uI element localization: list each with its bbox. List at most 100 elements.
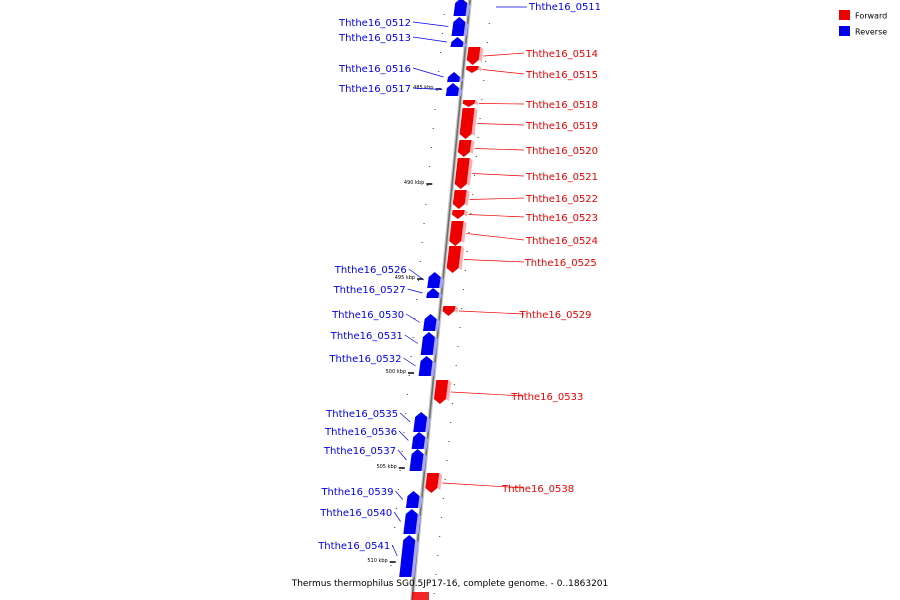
gene-shading [471, 108, 478, 136]
minor-tick [446, 460, 448, 461]
gene-shading [462, 42, 467, 47]
minor-tick [416, 299, 418, 300]
gene-label: Ththe16_0520 [525, 146, 598, 157]
minor-tick [390, 565, 392, 566]
gene-ththe16_0522[interactable]: Ththe16_0522 [452, 190, 598, 209]
scale-tick-label: 505 kbp [376, 464, 396, 470]
gene-shading [421, 454, 427, 471]
gene-leader-line [478, 103, 525, 105]
gene-block [451, 17, 466, 36]
minor-tick [461, 308, 463, 309]
gene-block [399, 535, 416, 577]
gene-shading [415, 514, 421, 534]
gene-label: Ththe16_0530 [331, 310, 404, 321]
gene-ththe16_0537[interactable]: Ththe16_0537 [323, 446, 427, 471]
gene-ththe16_0535[interactable]: Ththe16_0535 [325, 409, 431, 432]
minor-tick [459, 327, 461, 328]
gene-label: Ththe16_0523 [525, 213, 598, 224]
minor-tick [481, 99, 483, 100]
gene-ththe16_0531[interactable]: Ththe16_0531 [330, 331, 438, 355]
gene-leader-line [483, 52, 525, 57]
legend-reverse-swatch [839, 26, 850, 36]
gene-ththe16_0511[interactable]: Ththe16_0511 [453, 0, 601, 16]
gene-shading [463, 210, 468, 217]
gene-block [451, 210, 465, 219]
gene-label: Ththe16_0538 [501, 484, 574, 495]
gene-ththe16_0527[interactable]: Ththe16_0527 [333, 285, 443, 298]
gene-ththe16_0515[interactable]: Ththe16_0515 [465, 66, 598, 81]
gene-leader-line [395, 490, 403, 500]
gene-ththe16_0523[interactable]: Ththe16_0523 [451, 210, 598, 224]
gene-ththe16_0516[interactable]: Ththe16_0516 [338, 64, 464, 82]
minor-tick [436, 90, 438, 91]
gene-block [459, 108, 475, 139]
gene-shading [423, 437, 429, 449]
minor-tick [406, 394, 409, 395]
gene-shading [474, 100, 479, 106]
gene-leader-line [463, 259, 525, 263]
gene-shading [461, 221, 467, 243]
minor-tick [479, 118, 481, 119]
gene-ththe16_0539[interactable]: Ththe16_0539 [320, 487, 423, 508]
gene-block [422, 314, 437, 331]
gene-block [411, 432, 426, 449]
scale-tick-label: 495 kbp [395, 275, 415, 281]
gene-ththe16_0513[interactable]: Ththe16_0513 [338, 33, 467, 47]
minor-tick [444, 479, 446, 480]
gene-ththe16_0541[interactable]: Ththe16_0541 [317, 535, 419, 577]
gene-ththe16_0520[interactable]: Ththe16_0520 [457, 140, 598, 157]
gene-label: Ththe16_0527 [333, 285, 406, 296]
gene-shading [411, 540, 419, 577]
gene-ththe16_0536[interactable]: Ththe16_0536 [324, 427, 429, 449]
scale-ticks: 485 kbp 490 kbp 495 kbp 500 kbp 505 kbp 510 k… [367, 14, 490, 594]
gene-features: Ththe16_0511 Ththe16_0512 Ththe16_0513 Thth… [317, 0, 601, 600]
gene-ththe16_0532[interactable]: Ththe16_0532 [328, 354, 436, 376]
gene-block [445, 83, 459, 96]
gene-ththe16_0538[interactable]: Ththe16_0538 [425, 473, 574, 495]
gene-leader-line [399, 412, 411, 423]
gene-ththe16_0540[interactable]: Ththe16_0540 [319, 508, 421, 534]
gene-ththe16_0514[interactable]: Ththe16_0514 [466, 47, 598, 65]
gene-ththe16_0529[interactable]: Ththe16_0529 [442, 306, 592, 321]
legend-reverse-label: Reverse [855, 28, 887, 37]
minor-tick [419, 261, 421, 262]
gene-block [450, 37, 464, 47]
gene-shading [445, 380, 452, 401]
minor-tick [448, 441, 450, 442]
gene-shading [417, 496, 423, 508]
gene-block [427, 272, 441, 288]
minor-tick [442, 498, 444, 499]
gene-shading [430, 361, 436, 376]
gene-block [462, 100, 476, 107]
gene-label: Ththe16_0531 [330, 331, 403, 342]
gene-ththe16_0519[interactable]: Ththe16_0519 [459, 108, 598, 139]
gene-label: Ththe16_0516 [338, 64, 411, 75]
gene-block [466, 47, 481, 65]
gene-ththe16_0525[interactable]: Ththe16_0525 [446, 246, 597, 273]
gene-ththe16_0518[interactable]: Ththe16_0518 [462, 100, 598, 111]
gene-block [449, 221, 464, 246]
gene-leader-line [466, 233, 525, 241]
gene-label: Ththe16_0541 [317, 541, 390, 552]
gene-shading [457, 88, 462, 96]
gene-ththe16_0512[interactable]: Ththe16_0512 [338, 17, 469, 36]
gene-leader-line [412, 67, 444, 78]
gene-block [465, 66, 479, 73]
gene-label: Ththe16_0524 [525, 236, 598, 247]
gene-label: Ththe16_0532 [328, 354, 401, 365]
gene-ththe16_0524[interactable]: Ththe16_0524 [449, 221, 598, 247]
gene-block-partial [412, 592, 429, 600]
scale-tick-label: 510 kbp [367, 558, 387, 564]
minor-tick [457, 346, 459, 347]
gene-ththe16_0521[interactable]: Ththe16_0521 [454, 158, 598, 189]
gene-shading [439, 277, 444, 288]
gene-leader-line [393, 511, 401, 522]
gene-leader-line [391, 544, 398, 557]
gene-ththe16_0517[interactable]: Ththe16_0517 [338, 83, 462, 96]
gene-shading [425, 417, 431, 432]
gene-ththe16_0526[interactable]: Ththe16_0526 [334, 265, 444, 288]
gene-ththe16_0533[interactable]: Ththe16_0533 [433, 380, 583, 404]
gene-ththe16_0530[interactable]: Ththe16_0530 [331, 310, 440, 331]
gene-leader-line [403, 357, 416, 367]
gene-label: Ththe16_0513 [338, 33, 411, 44]
